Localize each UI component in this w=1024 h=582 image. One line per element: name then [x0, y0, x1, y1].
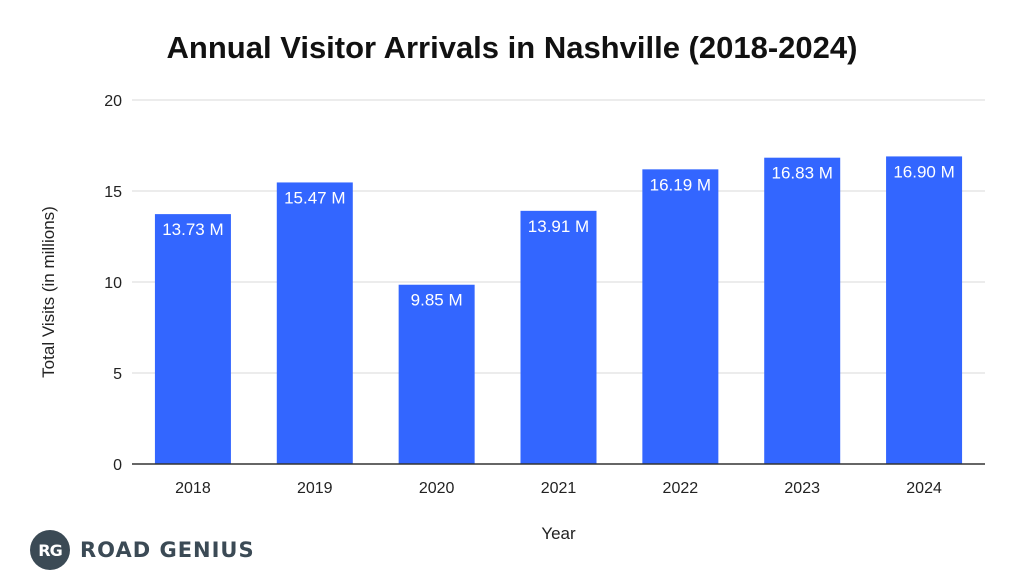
bar: [154, 214, 231, 464]
data-label: 9.85 M: [411, 291, 463, 310]
x-axis-title: Year: [541, 524, 576, 543]
x-tick-label: 2021: [541, 480, 577, 497]
bar: [520, 210, 597, 464]
data-label: 13.91 M: [528, 217, 589, 236]
y-tick-label: 15: [104, 184, 122, 201]
road-genius-logo: RG ROAD GENIUS: [30, 528, 255, 572]
x-tick-label: 2022: [663, 480, 699, 497]
bar: [276, 182, 353, 465]
data-label: 16.19 M: [650, 175, 711, 194]
y-tick-label: 0: [113, 457, 122, 474]
bar: [642, 169, 719, 465]
data-label: 15.47 M: [284, 188, 345, 207]
bar: [764, 157, 841, 464]
logo-badge-icon: RG: [30, 530, 70, 570]
data-label: 13.73 M: [162, 220, 223, 239]
chart-title: Annual Visitor Arrivals in Nashville (20…: [166, 30, 858, 65]
y-tick-label: 20: [104, 93, 122, 110]
x-tick-label: 2024: [906, 480, 942, 497]
bar: [886, 156, 963, 465]
x-tick-label: 2023: [784, 480, 820, 497]
y-tick-label: 10: [104, 275, 122, 292]
x-tick-label: 2020: [419, 480, 455, 497]
logo-text: ROAD GENIUS: [80, 538, 255, 562]
y-tick-label: 5: [113, 366, 122, 383]
data-label: 16.90 M: [893, 162, 954, 181]
data-label: 16.83 M: [771, 164, 832, 183]
x-tick-label: 2019: [297, 480, 333, 497]
y-axis-title: Total Visits (in millions): [39, 206, 58, 378]
bar: [398, 284, 475, 464]
x-tick-label: 2018: [175, 480, 211, 497]
